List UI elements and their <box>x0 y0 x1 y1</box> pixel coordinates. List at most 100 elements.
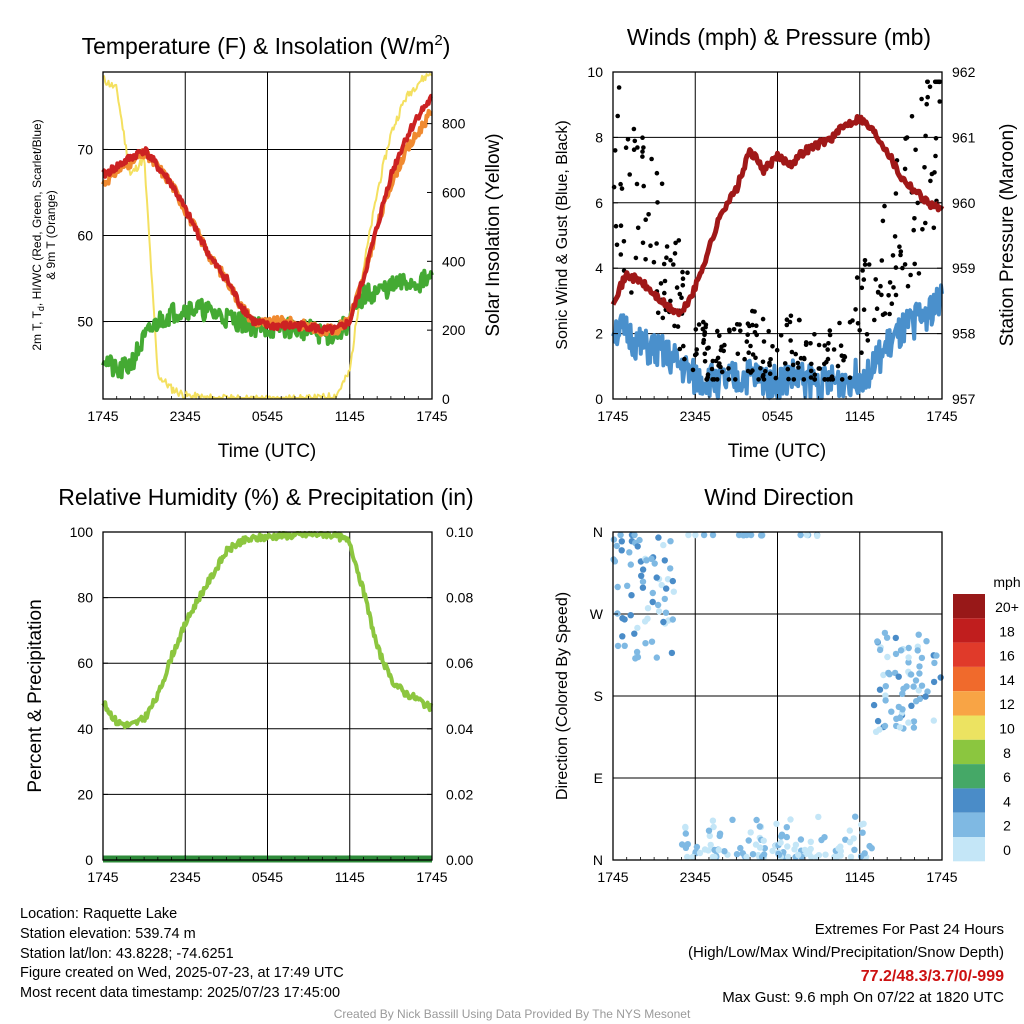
direction-point <box>888 708 895 715</box>
y2-tick-label: 0.08 <box>446 590 473 606</box>
direction-point <box>897 647 905 654</box>
temperature-title: Temperature (F) & Insolation (W/m2) <box>82 32 451 59</box>
pressure-line <box>610 114 945 318</box>
gust-point <box>719 369 725 375</box>
direction-point <box>874 717 882 725</box>
direction-point <box>618 547 625 554</box>
gust-point <box>681 343 686 349</box>
gust-point <box>809 361 814 367</box>
humidity-line <box>101 531 434 730</box>
humidity-panel: Relative Humidity (%) & Precipitation (i… <box>25 484 474 885</box>
legend-swatch <box>953 812 985 837</box>
direction-point <box>619 615 626 622</box>
legend-label: 14 <box>999 672 1015 688</box>
y-tick-label: N <box>593 852 603 868</box>
gust-point <box>891 285 896 290</box>
direction-point <box>852 813 859 820</box>
gust-point <box>890 253 896 258</box>
winds-ticks: 1745 2345 0545 1145 174502468109579589599609… <box>587 64 975 424</box>
y-tick-label: 70 <box>77 141 93 157</box>
gust-point <box>927 84 933 90</box>
gust-point <box>633 255 639 261</box>
gust-point <box>760 316 766 322</box>
temperature-ticks: 1745 2345 0545 1145 1745 50 60 70 0 200 400 600 800 <box>77 116 465 424</box>
direction-point <box>785 853 792 861</box>
gust-point <box>709 366 715 372</box>
direction-point <box>737 844 744 852</box>
info-created: Figure created on Wed, 2025-07-23, at 17… <box>20 965 344 982</box>
gust-point <box>753 355 758 361</box>
direction-point <box>610 536 618 543</box>
gust-point <box>919 96 924 102</box>
direction-point <box>787 816 794 823</box>
gust-point <box>784 322 790 328</box>
direction-point <box>784 843 791 850</box>
gust-point <box>654 170 660 176</box>
gust-point <box>754 323 759 329</box>
direction-point <box>614 642 622 650</box>
direction-point <box>670 588 677 595</box>
gust-point <box>933 136 939 141</box>
direction-point <box>783 824 790 831</box>
gust-point <box>648 243 653 248</box>
gust-point <box>682 356 687 362</box>
direction-point <box>892 650 900 658</box>
gust-point <box>623 145 629 150</box>
gust-point <box>655 310 661 316</box>
legend-swatch <box>953 594 985 619</box>
gust-point <box>875 289 881 295</box>
gust-point <box>748 343 753 349</box>
y-tick-label: 6 <box>595 195 603 211</box>
gust-point <box>640 135 645 140</box>
legend-label: 0 <box>1003 842 1011 858</box>
gust-point <box>677 346 683 352</box>
gust-point <box>654 241 659 246</box>
x-tick-label: 1145 <box>335 869 365 885</box>
direction-point <box>660 541 667 549</box>
y-tick-label: 60 <box>77 655 93 671</box>
direction-point <box>905 719 912 726</box>
gust-point <box>827 332 833 338</box>
direction-point <box>905 644 912 652</box>
extremes-values: 77.2/48.3/3.7/0/-999 <box>860 968 1004 985</box>
gust-point <box>862 262 868 267</box>
gust-point <box>680 276 686 282</box>
gust-point <box>677 291 683 297</box>
gust-point <box>738 328 743 334</box>
direction-point <box>747 829 754 836</box>
gust-point <box>916 271 922 276</box>
direction-point <box>769 847 776 855</box>
gust-point <box>859 285 865 291</box>
gust-point <box>761 339 767 344</box>
gust-point <box>841 357 846 363</box>
gust-point <box>853 307 858 312</box>
gust-point <box>866 262 872 267</box>
gust-point <box>761 372 766 378</box>
gust-point <box>829 374 835 380</box>
temperature-grid <box>103 72 432 399</box>
gust-point <box>773 375 779 381</box>
direction-point <box>648 638 656 645</box>
gust-point <box>722 342 727 348</box>
gust-point <box>680 269 685 275</box>
gust-point <box>825 356 831 362</box>
y-tick-label: S <box>594 688 603 704</box>
gust-point <box>925 94 930 100</box>
direction-point <box>669 616 676 623</box>
extremes-gust: Max Gust: 9.6 mph On 07/22 at 1820 UTC <box>722 989 1004 1006</box>
direction-point <box>915 631 922 638</box>
direction-point <box>658 581 665 589</box>
y2-tick-label: 0.02 <box>446 786 473 802</box>
y-tick-label: 0 <box>85 852 93 868</box>
direction-point <box>896 724 904 731</box>
direction-point <box>653 574 660 581</box>
gust-point <box>763 369 768 374</box>
direction-point <box>881 722 889 730</box>
direction-point <box>905 659 912 666</box>
legend-label: 6 <box>1003 769 1011 785</box>
x-tick-label: 1145 <box>845 869 875 885</box>
direction-point <box>859 829 866 836</box>
y-tick-label: 2 <box>595 326 603 342</box>
gust-point <box>767 371 773 377</box>
humidity-ylabel: Percent & Precipitation <box>25 599 46 792</box>
